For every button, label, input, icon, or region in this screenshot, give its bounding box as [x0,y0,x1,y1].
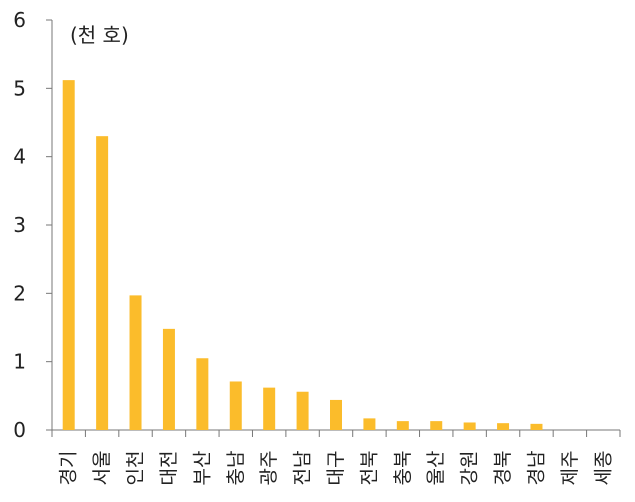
y-tick-label: 6 [13,8,26,32]
x-category-label: 인천 [125,451,147,486]
bar [430,421,443,430]
x-category-label: 충북 [392,451,414,486]
y-tick-label: 4 [13,145,26,169]
y-tick-label: 3 [13,213,26,237]
x-category-label: 경북 [492,451,514,486]
bar [296,391,309,430]
x-category-label: 경기 [58,451,80,486]
x-category-label: 충남 [225,451,247,486]
x-category-label: 대전 [158,451,180,486]
y-tick-label: 1 [13,350,26,374]
bar [463,422,476,430]
x-category-label: 광주 [258,451,280,486]
x-category-label: 전북 [358,451,380,486]
bar [62,80,75,430]
bar [396,421,409,430]
bar [96,136,109,430]
unit-label: (천 호) [70,23,129,47]
x-category-label: 부산 [191,451,213,486]
bar [530,423,543,430]
y-tick-label: 0 [13,418,26,442]
bar [196,358,209,430]
x-category-label: 경남 [525,451,547,486]
bar [229,381,242,430]
bar [497,423,510,430]
x-axis [51,429,621,437]
x-category-label: 세종 [592,451,614,486]
x-category-label: 울산 [425,451,447,486]
y-tick-label: 2 [13,281,26,305]
y-axis: 0 1 2 3 4 5 6 [13,8,53,442]
bar [330,399,342,430]
bar [162,328,175,430]
x-category-label: 강원 [459,451,481,486]
bar [363,418,376,430]
category-labels: 경기 서울 인천 대전 부산 충남 광주 전남 대구 전북 충북 울산 강원 경북 경남 제주 세종 [58,451,615,486]
bar [129,295,142,430]
x-category-label: 대구 [325,451,347,486]
bars [62,80,543,430]
bar [263,387,276,430]
x-category-label: 서울 [91,451,113,486]
x-category-label: 제주 [559,451,581,486]
y-tick-label: 5 [13,76,26,100]
x-category-label: 전남 [292,451,314,486]
